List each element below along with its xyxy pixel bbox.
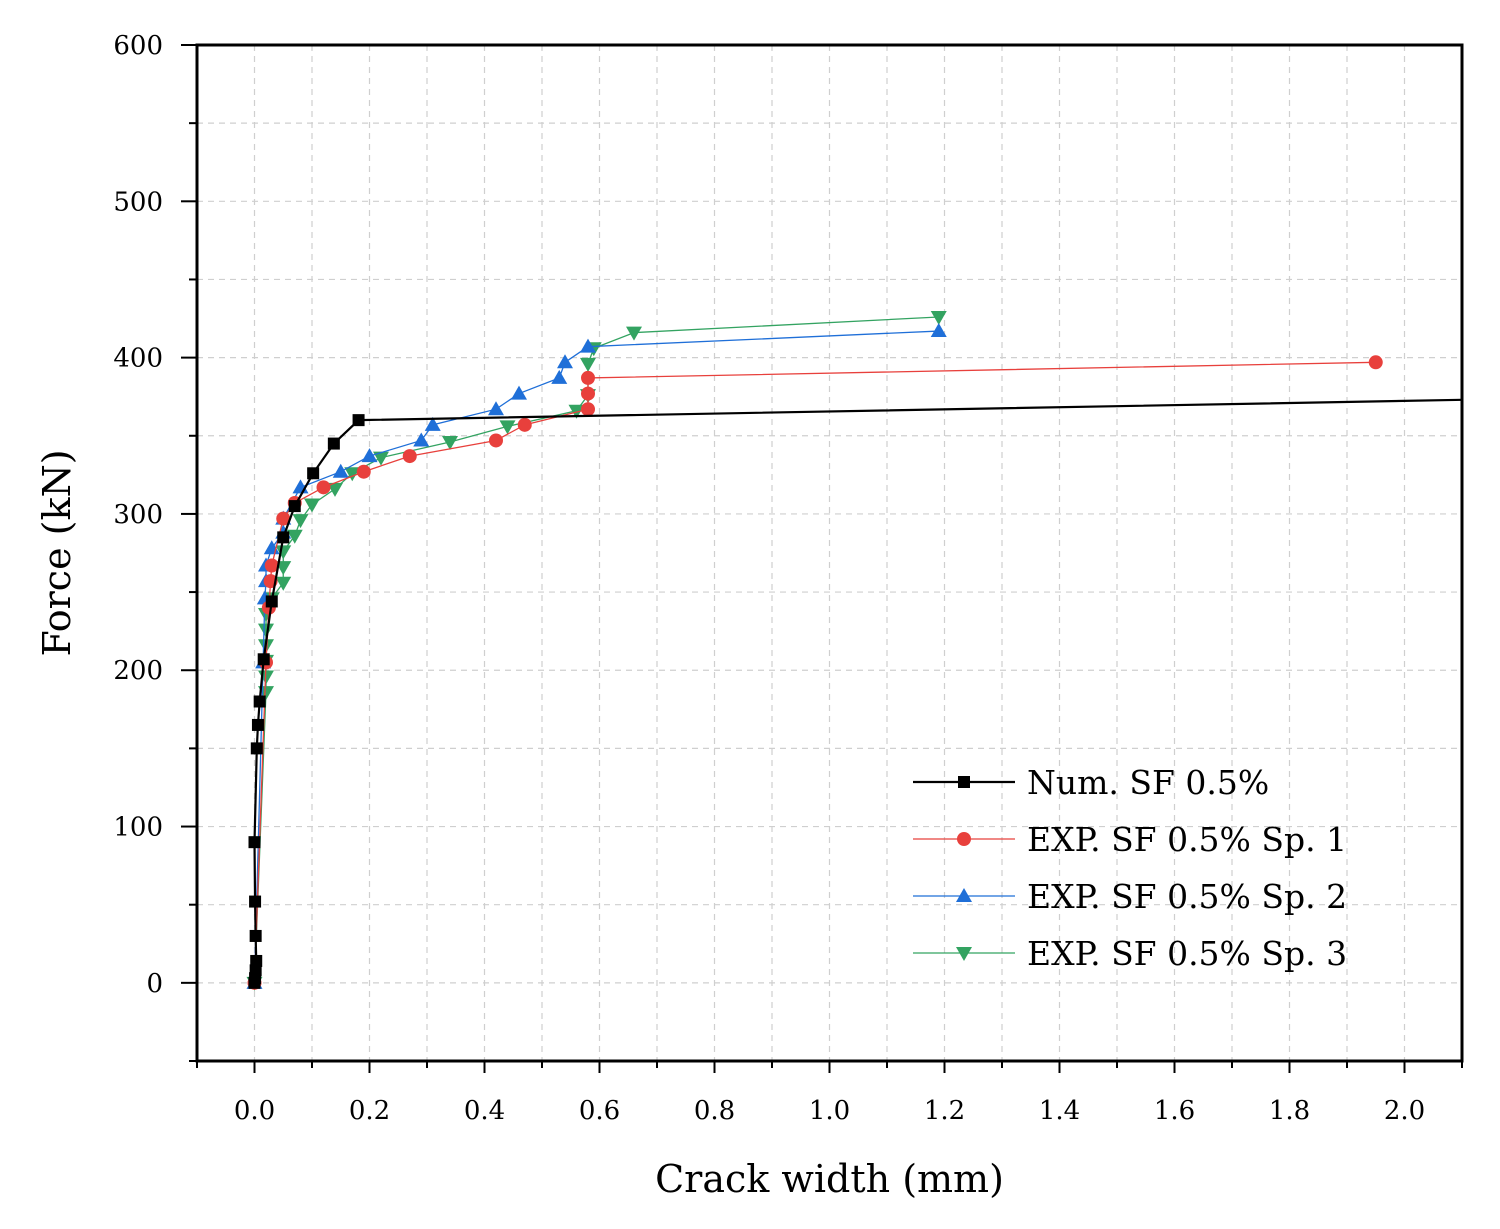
data-point bbox=[332, 463, 349, 478]
axes: 0.0 0.2 0.4 0.6 0.8 1.0 1.2 1.4 1.6 1.8 2.0 0 100 200… bbox=[113, 31, 1463, 1126]
data-point bbox=[551, 369, 568, 384]
data-point bbox=[442, 436, 458, 451]
legend-label: Num. SF 0.5% bbox=[1027, 763, 1269, 802]
x-tick-label: 0.2 bbox=[349, 1096, 390, 1126]
legend-marker bbox=[958, 776, 970, 788]
data-point bbox=[413, 432, 430, 447]
data-point bbox=[292, 514, 309, 529]
data-point bbox=[402, 449, 417, 464]
data-point bbox=[250, 954, 263, 967]
legend-label: EXP. SF 0.5% Sp. 1 bbox=[1027, 820, 1347, 859]
data-point bbox=[307, 467, 320, 480]
data-point bbox=[277, 531, 290, 544]
y-tick-label: 600 bbox=[113, 31, 163, 61]
data-point bbox=[257, 653, 270, 666]
legend-marker bbox=[957, 832, 971, 846]
x-tick-label: 0.0 bbox=[234, 1096, 275, 1126]
series-line bbox=[253, 330, 939, 983]
legend-item: EXP. SF 0.5% Sp. 1 bbox=[913, 820, 1347, 859]
series-layer bbox=[246, 310, 1462, 991]
x-tick-label: 1.0 bbox=[809, 1096, 850, 1126]
legend-item: EXP. SF 0.5% Sp. 3 bbox=[913, 934, 1347, 973]
x-tick-label: 0.8 bbox=[694, 1096, 735, 1126]
data-point bbox=[344, 467, 361, 482]
data-point bbox=[580, 338, 596, 353]
legend: Num. SF 0.5% EXP. SF 0.5% Sp. 1 EXP. SF 0.… bbox=[913, 763, 1347, 973]
series-4 bbox=[246, 310, 947, 991]
data-point bbox=[488, 401, 504, 416]
data-point bbox=[251, 718, 264, 731]
data-point bbox=[265, 595, 278, 608]
data-point bbox=[626, 326, 642, 341]
data-point bbox=[253, 695, 266, 708]
y-tick-label: 200 bbox=[113, 656, 163, 686]
data-point bbox=[248, 836, 261, 849]
data-point bbox=[249, 895, 262, 908]
data-point bbox=[276, 511, 291, 526]
data-point bbox=[356, 464, 371, 479]
y-tick-label: 300 bbox=[113, 500, 163, 530]
data-point bbox=[581, 386, 595, 401]
data-point bbox=[264, 558, 279, 573]
x-tick-label: 0.6 bbox=[579, 1096, 620, 1126]
data-point bbox=[581, 402, 595, 417]
x-tick-label: 0.4 bbox=[464, 1096, 505, 1126]
data-point bbox=[373, 451, 389, 466]
legend-marker bbox=[956, 947, 972, 961]
data-point bbox=[316, 480, 331, 495]
data-point bbox=[258, 623, 274, 638]
legend-label: EXP. SF 0.5% Sp. 3 bbox=[1027, 934, 1347, 973]
data-point bbox=[580, 357, 596, 372]
y-tick-label: 400 bbox=[113, 344, 163, 374]
data-point bbox=[361, 448, 378, 463]
y-tick-label: 500 bbox=[113, 187, 163, 217]
data-point bbox=[930, 310, 947, 325]
x-tick-label: 1.8 bbox=[1269, 1096, 1310, 1126]
data-point bbox=[499, 420, 516, 435]
y-tick-label: 100 bbox=[113, 813, 163, 843]
data-point bbox=[249, 964, 262, 977]
data-point bbox=[249, 929, 262, 942]
y-axis-title: Force (kN) bbox=[35, 449, 79, 656]
y-tick-label: 0 bbox=[146, 969, 163, 999]
data-point bbox=[930, 323, 947, 338]
data-point bbox=[327, 482, 343, 497]
series-3 bbox=[246, 323, 947, 989]
legend-item: EXP. SF 0.5% Sp. 2 bbox=[913, 877, 1347, 916]
x-tick-label: 1.6 bbox=[1154, 1096, 1195, 1126]
legend-item: Num. SF 0.5% bbox=[913, 763, 1269, 802]
data-point bbox=[275, 545, 292, 560]
data-point bbox=[286, 529, 303, 544]
data-point bbox=[288, 500, 301, 513]
legend-marker bbox=[956, 888, 972, 902]
data-point bbox=[581, 370, 595, 385]
data-point bbox=[327, 437, 340, 450]
x-tick-label: 1.2 bbox=[924, 1096, 965, 1126]
data-point bbox=[557, 354, 573, 369]
data-point bbox=[352, 414, 365, 427]
data-point bbox=[1368, 355, 1383, 370]
data-point bbox=[517, 417, 532, 432]
x-tick-label: 1.4 bbox=[1039, 1096, 1080, 1126]
data-point bbox=[511, 385, 527, 400]
x-tick-label: 2.0 bbox=[1384, 1096, 1425, 1126]
data-point bbox=[304, 498, 320, 513]
data-point bbox=[250, 742, 263, 755]
data-point bbox=[275, 576, 292, 591]
series-1 bbox=[248, 398, 1462, 989]
data-point bbox=[489, 433, 503, 448]
legend-label: EXP. SF 0.5% Sp. 2 bbox=[1027, 877, 1347, 916]
x-axis-title: Crack width (mm) bbox=[655, 1157, 1004, 1201]
data-point bbox=[424, 416, 441, 431]
series-line bbox=[253, 361, 1376, 983]
